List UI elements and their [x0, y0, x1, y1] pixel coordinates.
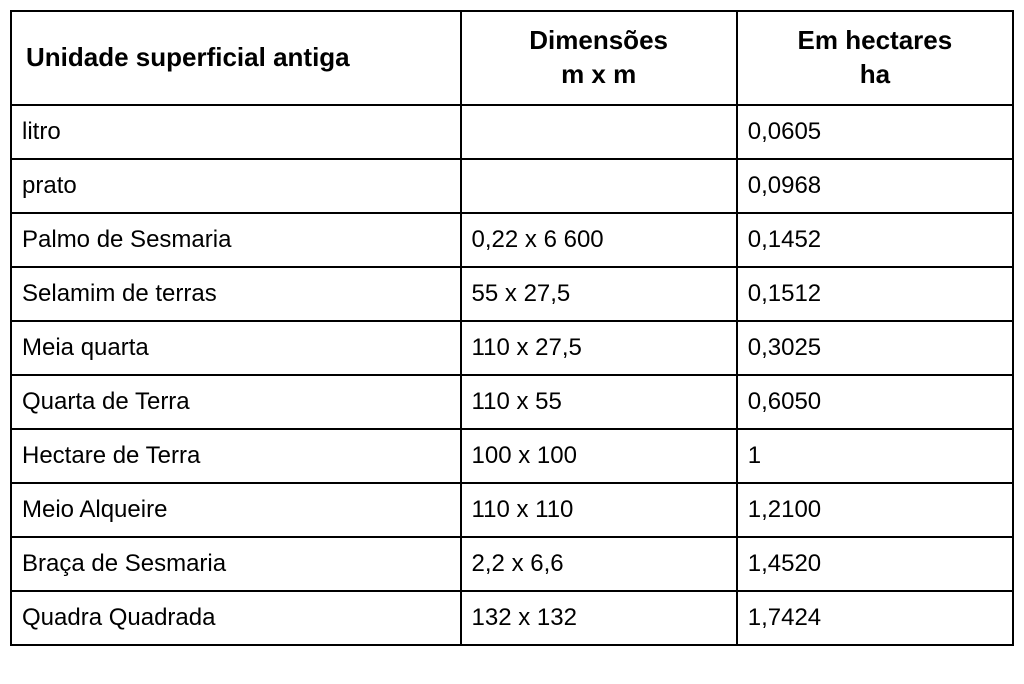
- cell-hectares: 0,1512: [737, 267, 1013, 321]
- table-row: Meia quarta 110 x 27,5 0,3025: [11, 321, 1013, 375]
- units-table: Unidade superficial antiga Dimensões m x…: [10, 10, 1014, 646]
- cell-hectares: 1,2100: [737, 483, 1013, 537]
- header-unit-label: Unidade superficial antiga: [26, 42, 350, 72]
- cell-hectares: 1,4520: [737, 537, 1013, 591]
- table-row: Selamim de terras 55 x 27,5 0,1512: [11, 267, 1013, 321]
- cell-dimensions: 132 x 132: [461, 591, 737, 645]
- header-dimensions-line1: Dimensões: [529, 25, 668, 55]
- table-row: Braça de Sesmaria 2,2 x 6,6 1,4520: [11, 537, 1013, 591]
- cell-dimensions: 2,2 x 6,6: [461, 537, 737, 591]
- table-row: Palmo de Sesmaria 0,22 x 6 600 0,1452: [11, 213, 1013, 267]
- cell-unit: Quarta de Terra: [11, 375, 461, 429]
- cell-dimensions: 110 x 27,5: [461, 321, 737, 375]
- cell-dimensions: [461, 105, 737, 159]
- cell-unit: Hectare de Terra: [11, 429, 461, 483]
- header-unit: Unidade superficial antiga: [11, 11, 461, 105]
- cell-hectares: 0,0605: [737, 105, 1013, 159]
- table-body: litro 0,0605 prato 0,0968 Palmo de Sesma…: [11, 105, 1013, 645]
- cell-dimensions: 0,22 x 6 600: [461, 213, 737, 267]
- header-hectares-line2: ha: [748, 58, 1002, 92]
- cell-unit: litro: [11, 105, 461, 159]
- table-row: litro 0,0605: [11, 105, 1013, 159]
- cell-hectares: 0,0968: [737, 159, 1013, 213]
- header-hectares: Em hectares ha: [737, 11, 1013, 105]
- table-row: prato 0,0968: [11, 159, 1013, 213]
- header-dimensions: Dimensões m x m: [461, 11, 737, 105]
- table-row: Meio Alqueire 110 x 110 1,2100: [11, 483, 1013, 537]
- header-row: Unidade superficial antiga Dimensões m x…: [11, 11, 1013, 105]
- cell-unit: Meio Alqueire: [11, 483, 461, 537]
- cell-unit: Quadra Quadrada: [11, 591, 461, 645]
- cell-hectares: 0,3025: [737, 321, 1013, 375]
- cell-unit: Selamim de terras: [11, 267, 461, 321]
- cell-dimensions: [461, 159, 737, 213]
- cell-hectares: 1: [737, 429, 1013, 483]
- cell-dimensions: 110 x 55: [461, 375, 737, 429]
- table-row: Quadra Quadrada 132 x 132 1,7424: [11, 591, 1013, 645]
- table-row: Quarta de Terra 110 x 55 0,6050: [11, 375, 1013, 429]
- table-header: Unidade superficial antiga Dimensões m x…: [11, 11, 1013, 105]
- cell-unit: Meia quarta: [11, 321, 461, 375]
- cell-unit: prato: [11, 159, 461, 213]
- cell-dimensions: 55 x 27,5: [461, 267, 737, 321]
- cell-hectares: 0,1452: [737, 213, 1013, 267]
- cell-unit: Palmo de Sesmaria: [11, 213, 461, 267]
- header-hectares-line1: Em hectares: [798, 25, 953, 55]
- cell-hectares: 1,7424: [737, 591, 1013, 645]
- cell-dimensions: 110 x 110: [461, 483, 737, 537]
- header-dimensions-line2: m x m: [472, 58, 726, 92]
- cell-dimensions: 100 x 100: [461, 429, 737, 483]
- cell-unit: Braça de Sesmaria: [11, 537, 461, 591]
- table-row: Hectare de Terra 100 x 100 1: [11, 429, 1013, 483]
- cell-hectares: 0,6050: [737, 375, 1013, 429]
